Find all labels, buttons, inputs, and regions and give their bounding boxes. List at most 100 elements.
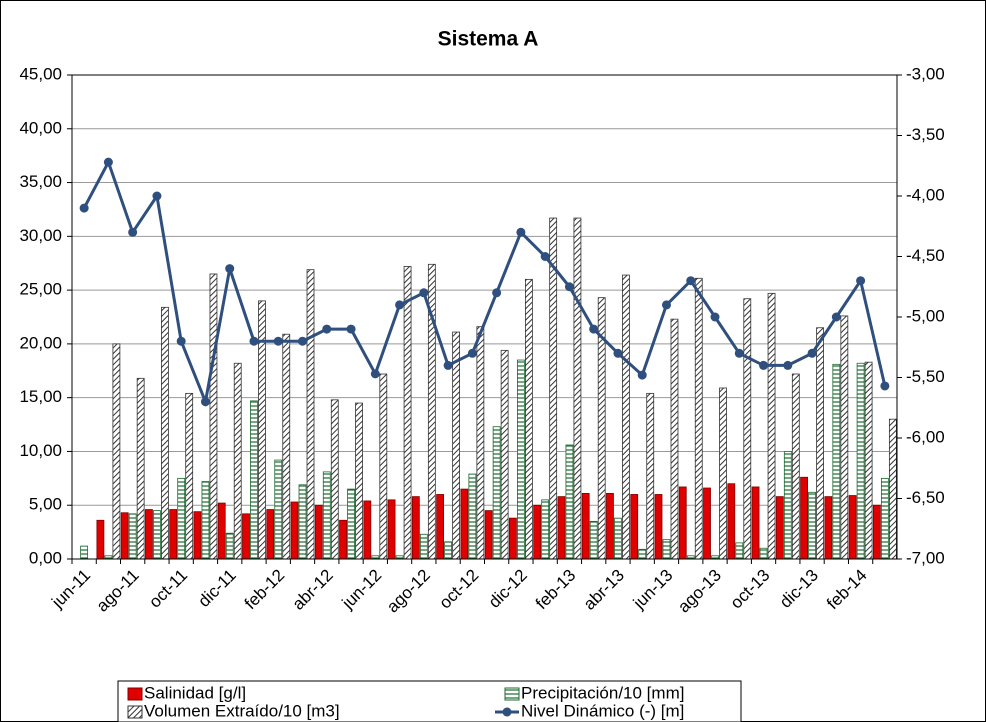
- bar: [217, 502, 226, 560]
- y-tick-label: 10,00: [19, 441, 62, 460]
- bar: [355, 402, 363, 560]
- point: [443, 360, 453, 370]
- bar: [452, 331, 461, 560]
- bar: [824, 496, 833, 560]
- point: [103, 157, 113, 167]
- bar: [153, 510, 161, 560]
- point: [467, 348, 477, 358]
- point: [273, 336, 283, 346]
- bar: [541, 499, 550, 560]
- bar: [193, 511, 202, 560]
- bar: [606, 492, 614, 560]
- bar: [145, 509, 153, 560]
- point: [734, 348, 744, 358]
- bar: [800, 476, 808, 560]
- bar: [662, 539, 671, 560]
- bar: [622, 274, 630, 560]
- bar: [120, 512, 129, 560]
- bar: [727, 483, 736, 560]
- bar: [233, 362, 242, 560]
- point: [856, 276, 866, 286]
- bar: [638, 548, 647, 560]
- point: [298, 336, 308, 346]
- y2-tick-label: -4,00: [906, 185, 945, 204]
- bar: [290, 501, 299, 560]
- y-tick-label: 30,00: [19, 226, 62, 245]
- point: [807, 348, 817, 358]
- point: [613, 348, 623, 358]
- bar: [363, 500, 372, 560]
- y-tick-label: 20,00: [19, 333, 62, 352]
- y2-tick-label: -6,00: [906, 427, 945, 446]
- bar: [468, 473, 477, 560]
- point: [79, 203, 89, 213]
- point: [710, 312, 720, 322]
- point: [322, 324, 332, 334]
- bar: [250, 400, 258, 560]
- bar: [719, 387, 727, 560]
- bar: [848, 495, 857, 560]
- y-tick-label: 25,00: [19, 280, 62, 299]
- bar: [791, 373, 800, 560]
- bar: [80, 545, 89, 560]
- bar: [516, 359, 525, 560]
- bar: [508, 517, 517, 560]
- bar: [614, 517, 622, 560]
- point: [419, 288, 429, 298]
- point: [492, 288, 502, 298]
- bar: [533, 504, 542, 560]
- y2-tick-label: -3,00: [906, 64, 945, 83]
- bar: [832, 363, 841, 560]
- y2-tick-label: -4,50: [906, 246, 945, 265]
- bar: [759, 547, 768, 560]
- bar: [444, 541, 453, 560]
- bar: [112, 343, 121, 560]
- bar: [436, 494, 445, 560]
- bar: [314, 504, 323, 560]
- bar: [282, 333, 291, 560]
- bar: [242, 513, 250, 560]
- point: [176, 336, 186, 346]
- y-tick-label: 0,00: [29, 548, 62, 567]
- chart-title: Sistema A: [438, 28, 539, 51]
- bar: [258, 300, 266, 560]
- bar: [419, 533, 428, 560]
- point: [759, 360, 769, 370]
- bar: [161, 306, 169, 560]
- legend-label: Volumen Extraído/10 [m3]: [144, 701, 340, 720]
- bar: [96, 519, 105, 560]
- bar: [751, 486, 760, 560]
- bar: [565, 444, 574, 560]
- legend-label: Salinidad [g/l]: [144, 683, 246, 702]
- bar: [735, 542, 744, 560]
- point: [128, 227, 138, 237]
- bar: [266, 509, 275, 560]
- bar: [630, 494, 639, 560]
- bar: [816, 327, 824, 560]
- bar: [589, 520, 598, 560]
- bar: [169, 509, 178, 560]
- bar: [492, 426, 501, 560]
- bar: [201, 481, 210, 560]
- legend-swatch: [504, 687, 520, 701]
- bar: [888, 418, 897, 560]
- legend-swatch: [127, 705, 143, 719]
- bar: [460, 488, 469, 560]
- legend-swatch: [127, 687, 143, 701]
- legend-point: [502, 707, 512, 717]
- bar: [298, 484, 307, 560]
- bar: [306, 269, 315, 560]
- bar: [387, 499, 396, 560]
- bar: [225, 532, 234, 560]
- bar: [403, 266, 412, 560]
- bar: [476, 326, 485, 560]
- point: [225, 264, 235, 274]
- bar: [347, 488, 355, 560]
- line: [82, 158, 887, 408]
- legend-label: Nivel Dinámico (-) [m]: [521, 701, 684, 720]
- bar: [646, 392, 655, 560]
- point: [346, 324, 356, 334]
- bar: [177, 477, 186, 560]
- bar: [330, 399, 339, 560]
